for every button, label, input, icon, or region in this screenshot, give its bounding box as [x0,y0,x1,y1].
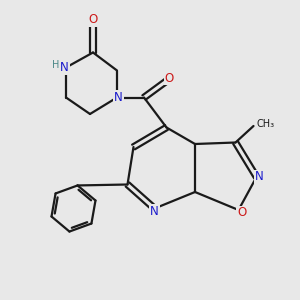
Text: N: N [255,170,264,184]
Text: CH₃: CH₃ [256,118,274,129]
Text: O: O [165,71,174,85]
Text: H: H [52,59,59,70]
Text: N: N [114,91,123,104]
Text: O: O [237,206,246,220]
Text: N: N [60,61,69,74]
Text: N: N [150,205,159,218]
Text: O: O [88,13,98,26]
